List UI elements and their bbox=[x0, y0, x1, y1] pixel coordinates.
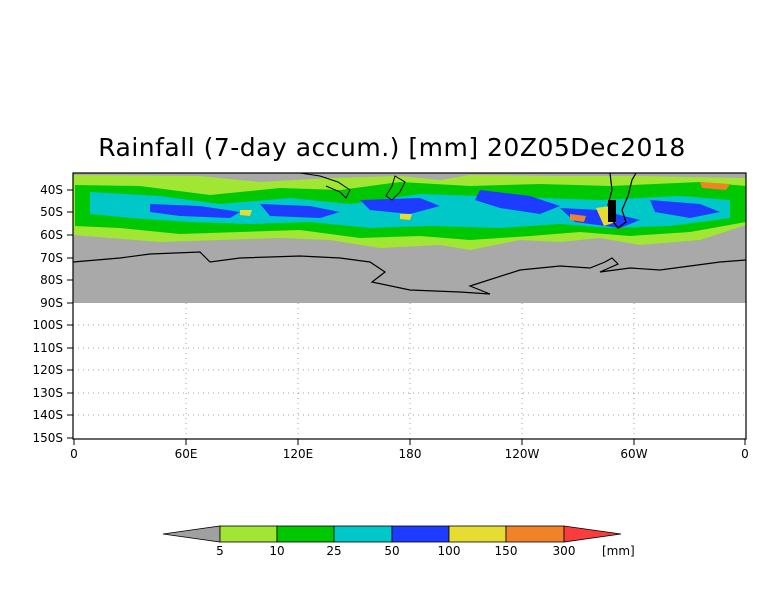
map-field bbox=[73, 173, 746, 303]
colorbar-label: 5 bbox=[216, 544, 224, 558]
lat-label: 40S bbox=[40, 183, 63, 197]
lat-label: 70S bbox=[40, 251, 63, 265]
colorbar-swatch bbox=[333, 525, 393, 543]
lat-label: 50S bbox=[40, 205, 63, 219]
lon-label: 180 bbox=[399, 447, 422, 461]
colorbar-label: 10 bbox=[269, 544, 284, 558]
colorbar-label: 300 bbox=[553, 544, 576, 558]
south-america-coastline bbox=[607, 173, 637, 229]
lat-label: 80S bbox=[40, 273, 63, 287]
colorbar-swatch bbox=[219, 525, 278, 543]
colorbar-swatch bbox=[448, 525, 507, 543]
lon-label: 0 bbox=[70, 447, 78, 461]
lon-label: 60W bbox=[620, 447, 647, 461]
lat-label: 60S bbox=[40, 228, 63, 242]
lat-label: 90S bbox=[40, 296, 63, 310]
lon-label: 120W bbox=[505, 447, 540, 461]
lon-axis: 0 60E 120E 180 120W 60W 0 bbox=[70, 439, 749, 461]
new-zealand-coastline bbox=[385, 175, 406, 201]
rain-50-100 bbox=[150, 190, 720, 228]
colorbar-label: 100 bbox=[438, 544, 461, 558]
colorbar-swatch bbox=[505, 525, 565, 543]
colorbar-label: 50 bbox=[384, 544, 399, 558]
lat-label: 140S bbox=[32, 408, 63, 422]
colorbar bbox=[162, 525, 622, 543]
colorbar-swatch bbox=[391, 525, 450, 543]
lon-label: 0 bbox=[741, 447, 749, 461]
graticule bbox=[73, 303, 746, 439]
antarctica-coastline bbox=[73, 251, 746, 295]
lon-label: 120E bbox=[283, 447, 314, 461]
chart-title: Rainfall (7-day accum.) [mm] 20Z05Dec201… bbox=[98, 133, 686, 162]
colorbar-unit: [mm] bbox=[602, 544, 635, 558]
lat-label: 110S bbox=[32, 341, 63, 355]
colorbar-low-arrow bbox=[162, 525, 221, 543]
lat-label: 100S bbox=[32, 318, 63, 332]
colorbar-swatch bbox=[276, 525, 335, 543]
colorbar-label: 25 bbox=[326, 544, 341, 558]
australia-coastline bbox=[299, 173, 351, 199]
lat-label: 150S bbox=[32, 431, 63, 445]
lat-label: 120S bbox=[32, 363, 63, 377]
colorbar-label: 150 bbox=[495, 544, 518, 558]
lat-axis: 40S 50S 60S 70S 80S 90S 100S 110S 120S 1… bbox=[32, 183, 73, 445]
lon-label: 60E bbox=[175, 447, 198, 461]
lat-label: 130S bbox=[32, 386, 63, 400]
colorbar-high-arrow bbox=[563, 525, 622, 543]
rain-100-300 bbox=[240, 182, 730, 226]
colorbar-labels: 5 10 25 50 100 150 300 [mm] bbox=[216, 544, 635, 558]
